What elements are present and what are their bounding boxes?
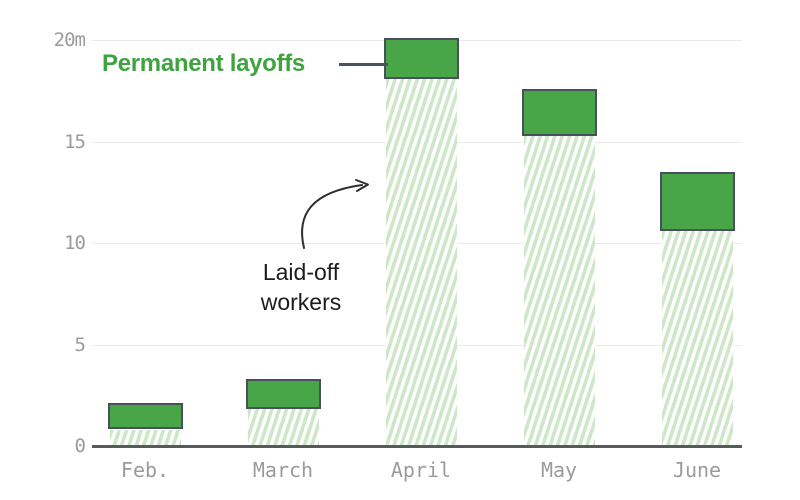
bar-permanent-layoffs-March (245, 379, 321, 409)
x-axis-tick-March: March (252, 458, 314, 482)
bar-permanent-layoffs-May (521, 89, 597, 136)
bar-hatched-laidoff-June (661, 231, 733, 445)
x-axis-line (92, 445, 742, 448)
permanent-layoffs-label: Permanent layoffs (102, 50, 305, 77)
x-axis-tick-April: April (390, 458, 452, 482)
x-axis-tick-June: June (672, 458, 722, 482)
bar-permanent-layoffs-April (383, 38, 459, 79)
y-axis-tick-0: 0 (74, 435, 86, 457)
bar-hatched-laidoff-March (247, 409, 319, 445)
bar-hatched-laidoff-May (523, 135, 595, 445)
y-axis-tick-10: 10 (64, 232, 86, 254)
y-axis-tick-15: 15 (64, 131, 86, 153)
y-axis-tick-20m: 20m (53, 29, 86, 51)
bar-hatched-laidoff-Feb (109, 430, 181, 445)
x-axis-tick-Feb: Feb. (120, 458, 170, 482)
bar-permanent-layoffs-Feb (107, 403, 183, 429)
permanent-label-connector-line (339, 63, 388, 66)
laid-off-workers-label-line2: workers (260, 289, 342, 315)
x-axis-tick-May: May (540, 458, 578, 482)
bar-hatched-laidoff-April (385, 79, 457, 445)
bar-permanent-layoffs-June (659, 172, 735, 231)
laid-off-workers-label: Laid-off workers (235, 257, 367, 317)
y-axis-tick-5: 5 (74, 334, 86, 356)
laid-off-workers-label-line1: Laid-off (262, 259, 340, 285)
